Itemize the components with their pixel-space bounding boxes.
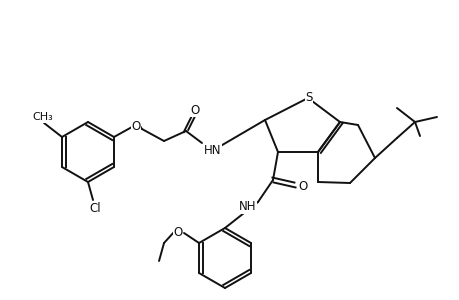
- Text: NH: NH: [239, 200, 256, 214]
- Text: O: O: [173, 226, 182, 238]
- Text: O: O: [298, 179, 307, 193]
- Text: O: O: [131, 119, 140, 133]
- Text: O: O: [190, 103, 199, 116]
- Text: S: S: [305, 91, 312, 103]
- Text: HN: HN: [203, 143, 221, 157]
- Text: CH₃: CH₃: [33, 112, 53, 122]
- Text: Cl: Cl: [89, 202, 101, 214]
